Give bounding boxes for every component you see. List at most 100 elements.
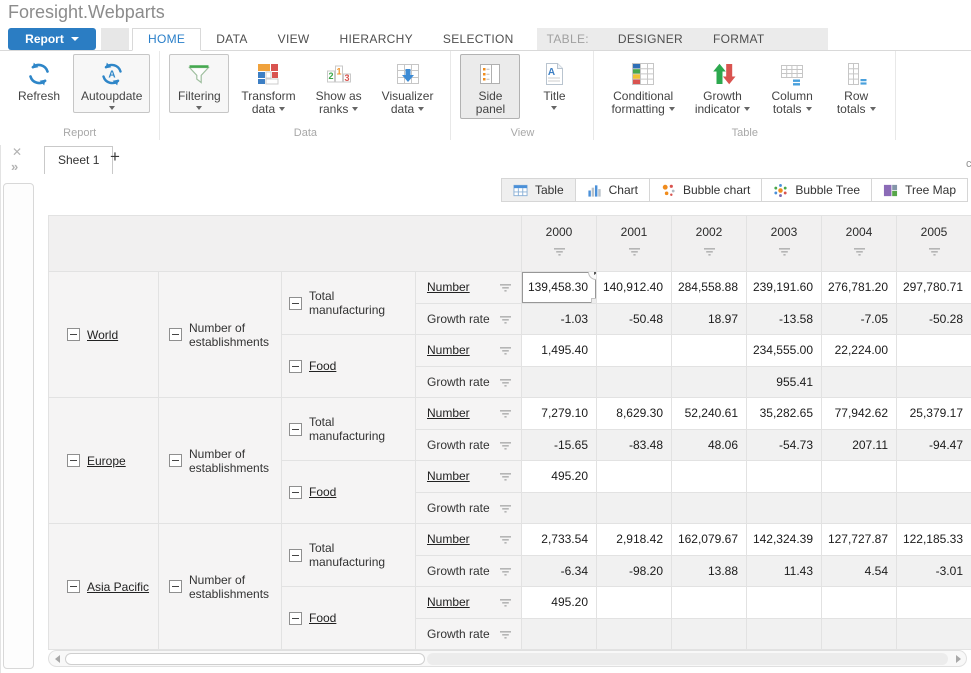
- value-cell[interactable]: [896, 617, 971, 650]
- value-cell[interactable]: 7,279.10: [521, 397, 597, 430]
- industry-cell-food[interactable]: Food: [281, 586, 416, 650]
- drill-link[interactable]: Food: [309, 485, 337, 499]
- tab-data[interactable]: DATA: [216, 32, 248, 46]
- value-cell[interactable]: [596, 586, 672, 619]
- industry-cell-food[interactable]: Food: [281, 334, 416, 398]
- selection-marker[interactable]: [588, 272, 596, 280]
- view-bubble-chart-button[interactable]: Bubble chart: [648, 178, 763, 202]
- side-panel-button[interactable]: Side panel: [460, 54, 521, 119]
- value-cell[interactable]: 2,918.42: [596, 523, 672, 556]
- visualizer-data-button[interactable]: Visualizer data: [374, 54, 442, 119]
- drill-link[interactable]: Food: [309, 359, 337, 373]
- filter-funnel-icon[interactable]: [499, 408, 512, 418]
- value-cell[interactable]: 22,224.00: [821, 334, 897, 367]
- column-header-2000[interactable]: 2000: [521, 215, 597, 272]
- region-cell-world[interactable]: World: [48, 271, 159, 398]
- value-cell[interactable]: [671, 334, 747, 367]
- collapsed-side-rail[interactable]: [3, 183, 34, 669]
- indicator-cell[interactable]: Number of establishments: [158, 523, 282, 650]
- filter-funnel-icon[interactable]: [499, 629, 512, 639]
- tab-selection[interactable]: SELECTION: [442, 32, 514, 46]
- filter-funnel-icon[interactable]: [628, 246, 641, 256]
- filter-funnel-icon[interactable]: [499, 345, 512, 355]
- measure-cell-growth-rate[interactable]: Growth rate: [415, 365, 522, 398]
- tab-hierarchy[interactable]: HIERARCHY: [339, 32, 413, 46]
- value-cell[interactable]: -94.47: [896, 428, 971, 461]
- measure-link[interactable]: Number: [427, 532, 470, 547]
- collapse-minus-icon[interactable]: [169, 454, 182, 467]
- value-cell[interactable]: 297,780.71: [896, 271, 971, 304]
- value-cell[interactable]: [671, 617, 747, 650]
- region-cell-asia-pacific[interactable]: Asia Pacific: [48, 523, 159, 650]
- value-cell[interactable]: -50.48: [596, 302, 672, 335]
- value-cell[interactable]: 122,185.33: [896, 523, 971, 556]
- value-cell[interactable]: 495.20: [521, 586, 597, 619]
- value-cell[interactable]: [596, 365, 672, 398]
- filter-funnel-icon[interactable]: [499, 314, 512, 324]
- industry-cell-food[interactable]: Food: [281, 460, 416, 524]
- column-header-2001[interactable]: 2001: [596, 215, 672, 272]
- measure-cell-number[interactable]: Number: [415, 271, 522, 304]
- value-cell[interactable]: 2,733.54: [521, 523, 597, 556]
- add-sheet-button[interactable]: +: [110, 147, 120, 166]
- indicator-cell[interactable]: Number of establishments: [158, 397, 282, 524]
- value-cell[interactable]: [671, 586, 747, 619]
- column-header-2002[interactable]: 2002: [671, 215, 747, 272]
- measure-link[interactable]: Number: [427, 406, 470, 421]
- measure-link[interactable]: Number: [427, 469, 470, 484]
- view-bubble-tree-button[interactable]: Bubble Tree: [761, 178, 873, 202]
- measure-cell-number[interactable]: Number: [415, 586, 522, 619]
- value-cell[interactable]: 52,240.61: [671, 397, 747, 430]
- measure-cell-number[interactable]: Number: [415, 460, 522, 493]
- value-cell[interactable]: 35,282.65: [746, 397, 822, 430]
- measure-cell-number[interactable]: Number: [415, 334, 522, 367]
- scroll-left-button[interactable]: [49, 654, 65, 663]
- indicator-cell[interactable]: Number of establishments: [158, 271, 282, 398]
- value-cell[interactable]: -1.03: [521, 302, 597, 335]
- filter-funnel-icon[interactable]: [499, 597, 512, 607]
- drill-link[interactable]: Asia Pacific: [87, 579, 150, 594]
- value-cell[interactable]: [746, 617, 822, 650]
- view-chart-button[interactable]: Chart: [574, 178, 650, 202]
- value-cell[interactable]: 8,629.30: [596, 397, 672, 430]
- title-button[interactable]: A Title: [524, 54, 584, 113]
- value-cell[interactable]: 955.41: [746, 365, 822, 398]
- sheet-tab[interactable]: Sheet 1: [44, 146, 114, 174]
- drill-link[interactable]: World: [87, 327, 119, 342]
- value-cell[interactable]: -7.05: [821, 302, 897, 335]
- filter-funnel-icon[interactable]: [499, 282, 512, 292]
- drill-link[interactable]: Europe: [87, 453, 126, 468]
- value-cell[interactable]: [746, 460, 822, 493]
- tab-designer[interactable]: DESIGNER: [617, 32, 683, 46]
- row-totals-button[interactable]: Row totals: [826, 54, 886, 119]
- value-cell[interactable]: [821, 617, 897, 650]
- value-cell[interactable]: [746, 491, 822, 524]
- measure-cell-growth-rate[interactable]: Growth rate: [415, 428, 522, 461]
- value-cell[interactable]: [896, 460, 971, 493]
- filter-funnel-icon[interactable]: [499, 471, 512, 481]
- scrollbar-thumb[interactable]: [65, 652, 425, 665]
- collapse-minus-icon[interactable]: [289, 296, 302, 310]
- value-cell[interactable]: 162,079.67: [671, 523, 747, 556]
- measure-cell-number[interactable]: Number: [415, 523, 522, 556]
- value-cell[interactable]: -15.65: [521, 428, 597, 461]
- value-cell[interactable]: [521, 491, 597, 524]
- value-cell[interactable]: -13.58: [746, 302, 822, 335]
- column-totals-button[interactable]: Column totals: [762, 54, 822, 119]
- value-cell[interactable]: [596, 617, 672, 650]
- measure-cell-growth-rate[interactable]: Growth rate: [415, 302, 522, 335]
- value-cell[interactable]: [746, 586, 822, 619]
- value-cell[interactable]: 284,558.88: [671, 271, 747, 304]
- close-icon[interactable]: [12, 146, 22, 158]
- value-cell[interactable]: [896, 334, 971, 367]
- refresh-button[interactable]: Refresh: [9, 54, 69, 106]
- measure-link[interactable]: Number: [427, 595, 470, 610]
- value-cell[interactable]: [596, 460, 672, 493]
- value-cell[interactable]: [521, 365, 597, 398]
- value-cell[interactable]: 207.11: [821, 428, 897, 461]
- value-cell[interactable]: [821, 491, 897, 524]
- value-cell[interactable]: [896, 586, 971, 619]
- selection-handle[interactable]: [591, 297, 596, 303]
- value-cell[interactable]: 495.20: [521, 460, 597, 493]
- collapse-minus-icon[interactable]: [169, 580, 182, 593]
